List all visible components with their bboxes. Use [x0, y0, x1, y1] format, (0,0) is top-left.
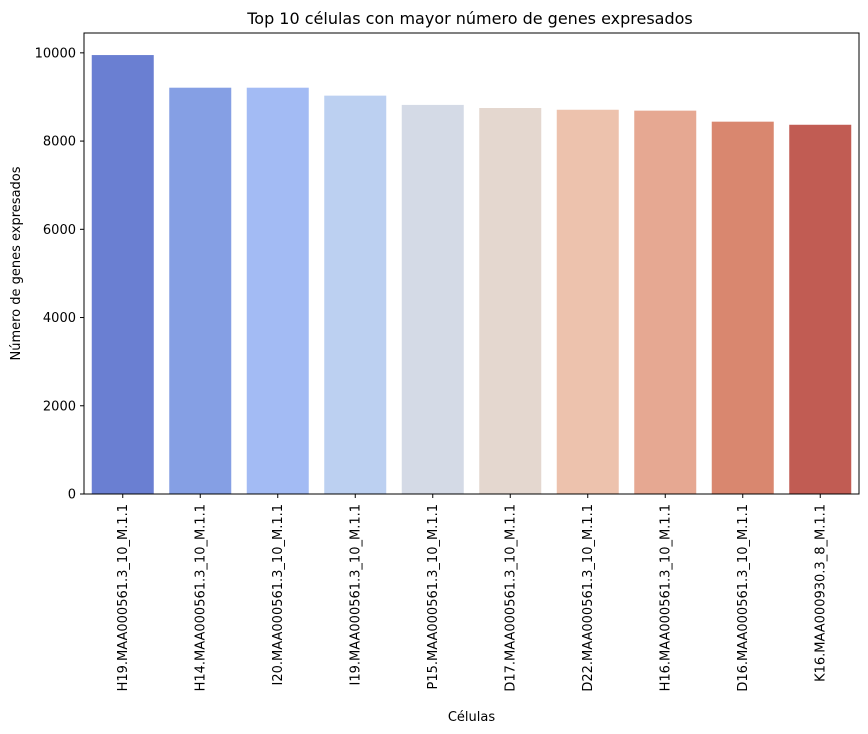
y-tick-label: 2000: [43, 399, 76, 414]
bar: [789, 124, 852, 494]
bar: [324, 95, 387, 494]
x-tick-label: H16.MAA000561.3_10_M.1.1: [658, 504, 673, 691]
x-tick-label: P15.MAA000561.3_10_M.1.1: [426, 504, 441, 689]
bar: [711, 121, 774, 495]
bar: [246, 87, 309, 494]
chart-title: Top 10 células con mayor número de genes…: [246, 9, 693, 28]
bar: [401, 104, 464, 495]
y-axis-ticks: 0 2000 4000 6000 8000 10000: [35, 46, 84, 503]
x-tick-label: D16.MAA000561.3_10_M.1.1: [736, 504, 751, 692]
x-tick-label: I19.MAA000561.3_10_M.1.1: [348, 504, 363, 685]
y-tick-label: 4000: [43, 311, 76, 326]
y-tick-label: 0: [68, 488, 76, 503]
x-tick-label: H19.MAA000561.3_10_M.1.1: [116, 504, 131, 691]
y-tick-label: 6000: [43, 223, 76, 238]
x-tick-label: D22.MAA000561.3_10_M.1.1: [581, 504, 596, 692]
x-tick-label: I20.MAA000561.3_10_M.1.1: [271, 504, 286, 685]
bar: [91, 55, 154, 495]
x-tick-label: K16.MAA000930.3_8_M.1.1: [813, 504, 828, 682]
plot-frame: [83, 32, 860, 495]
bar: [479, 107, 542, 495]
bars-group: [91, 55, 852, 495]
y-tick-label: 8000: [43, 135, 76, 150]
bar: [169, 87, 232, 494]
y-axis-label: Número de genes expresados: [9, 166, 24, 360]
bar: [634, 110, 697, 495]
bar: [556, 109, 619, 494]
x-tick-label: H14.MAA000561.3_10_M.1.1: [193, 504, 208, 691]
x-axis-ticks: H19.MAA000561.3_10_M.1.1 H14.MAA000561.3_…: [116, 494, 828, 692]
x-tick-label: D17.MAA000561.3_10_M.1.1: [503, 504, 518, 692]
y-tick-label: 10000: [35, 46, 76, 61]
x-axis-label: Células: [448, 710, 496, 725]
